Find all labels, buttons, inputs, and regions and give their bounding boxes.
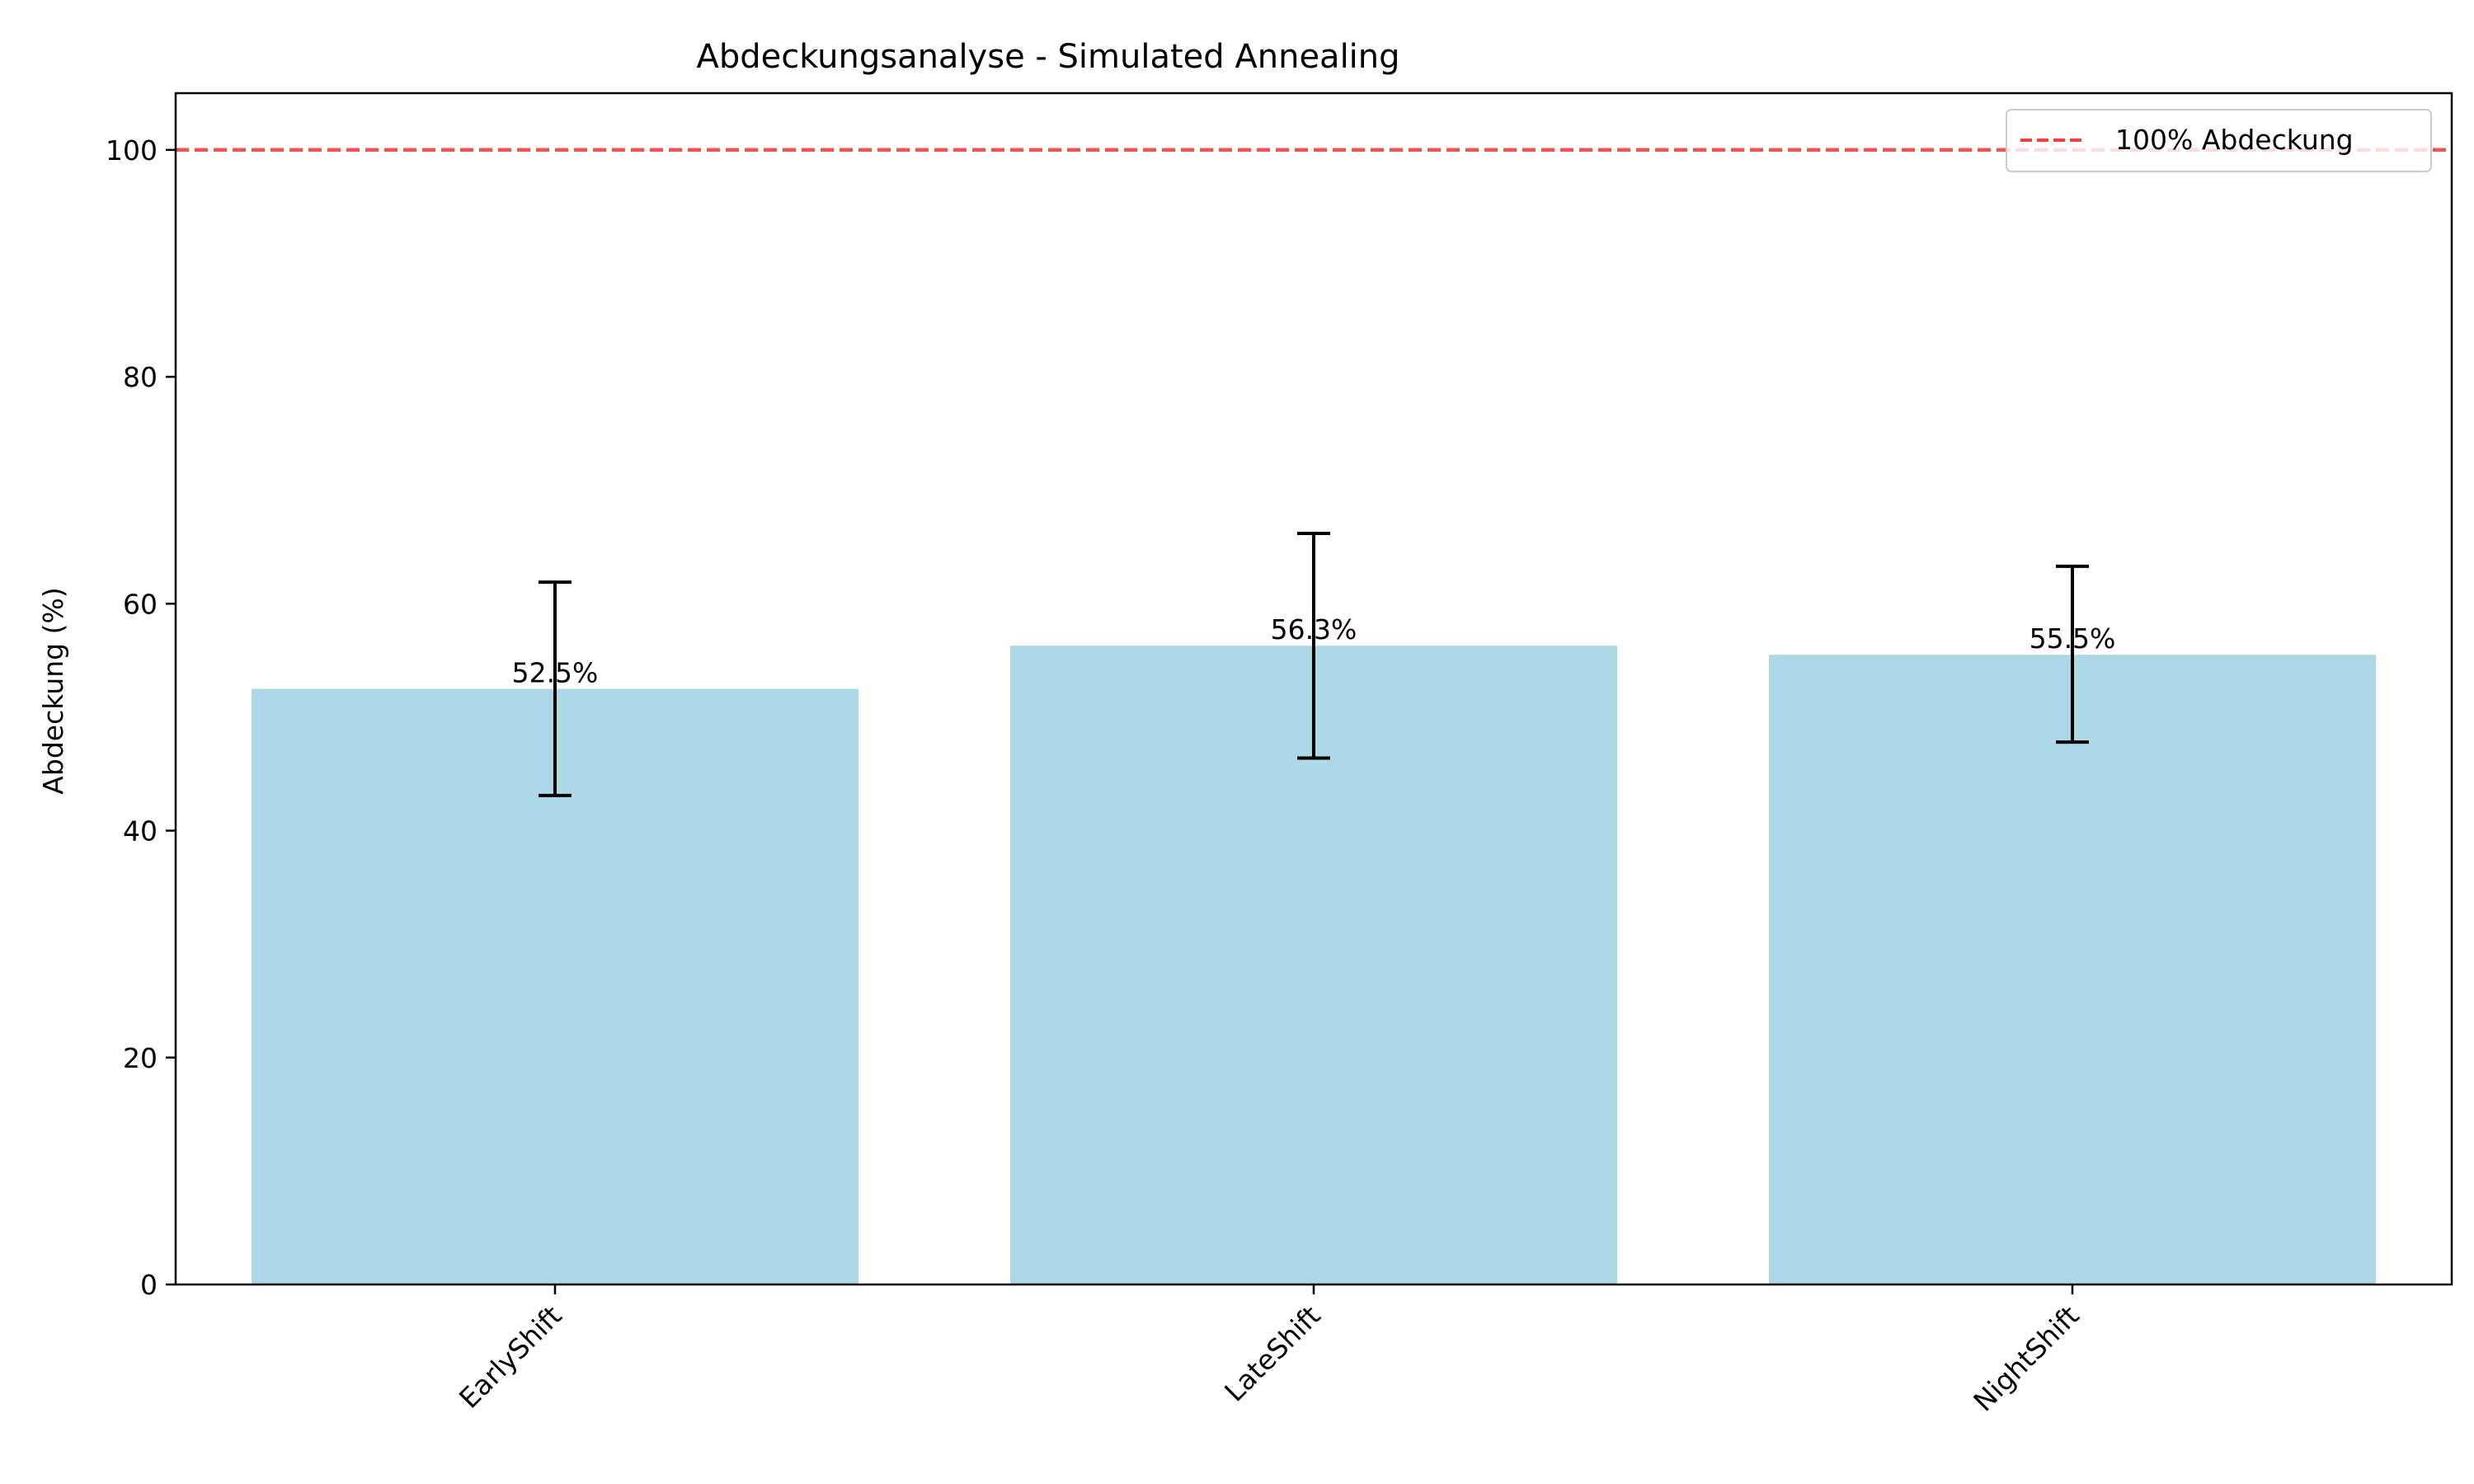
x-tick-label-nightshift: NightShift bbox=[1967, 1299, 2085, 1417]
x-axis: EarlyShift LateShift NightShift bbox=[453, 1284, 2086, 1417]
error-bar-lateshift bbox=[1297, 531, 1330, 760]
plot-area: 52.5% 56.3% 55.5% bbox=[176, 148, 2452, 1284]
y-axis: 0 20 40 60 80 100 bbox=[106, 134, 176, 1301]
bar-nightshift bbox=[1769, 655, 2376, 1284]
error-bar-nightshift bbox=[2056, 564, 2089, 744]
error-bar-earlyshift bbox=[539, 580, 571, 797]
legend-entry-label: 100% Abdeckung bbox=[2115, 124, 2354, 156]
y-tick-label: 20 bbox=[123, 1042, 158, 1074]
y-tick-label: 0 bbox=[140, 1269, 158, 1301]
data-label-nightshift: 55.5% bbox=[2030, 622, 2116, 655]
y-tick-label: 80 bbox=[123, 361, 158, 393]
legend-box bbox=[2006, 109, 2432, 172]
y-tick-label: 100 bbox=[106, 134, 158, 167]
y-axis-label: Abdeckung (%) bbox=[37, 587, 69, 794]
chart-title: Abdeckungsanalyse - Simulated Annealing bbox=[696, 38, 1399, 76]
y-tick-label: 40 bbox=[123, 815, 158, 848]
y-tick-label: 60 bbox=[123, 588, 158, 620]
data-label-earlyshift: 52.5% bbox=[512, 657, 599, 689]
legend: 100% Abdeckung bbox=[2006, 109, 2432, 172]
x-tick-label-earlyshift: EarlyShift bbox=[453, 1299, 568, 1415]
data-label-lateshift: 56.3% bbox=[1271, 613, 1357, 646]
x-tick-label-lateshift: LateShift bbox=[1218, 1299, 1326, 1407]
